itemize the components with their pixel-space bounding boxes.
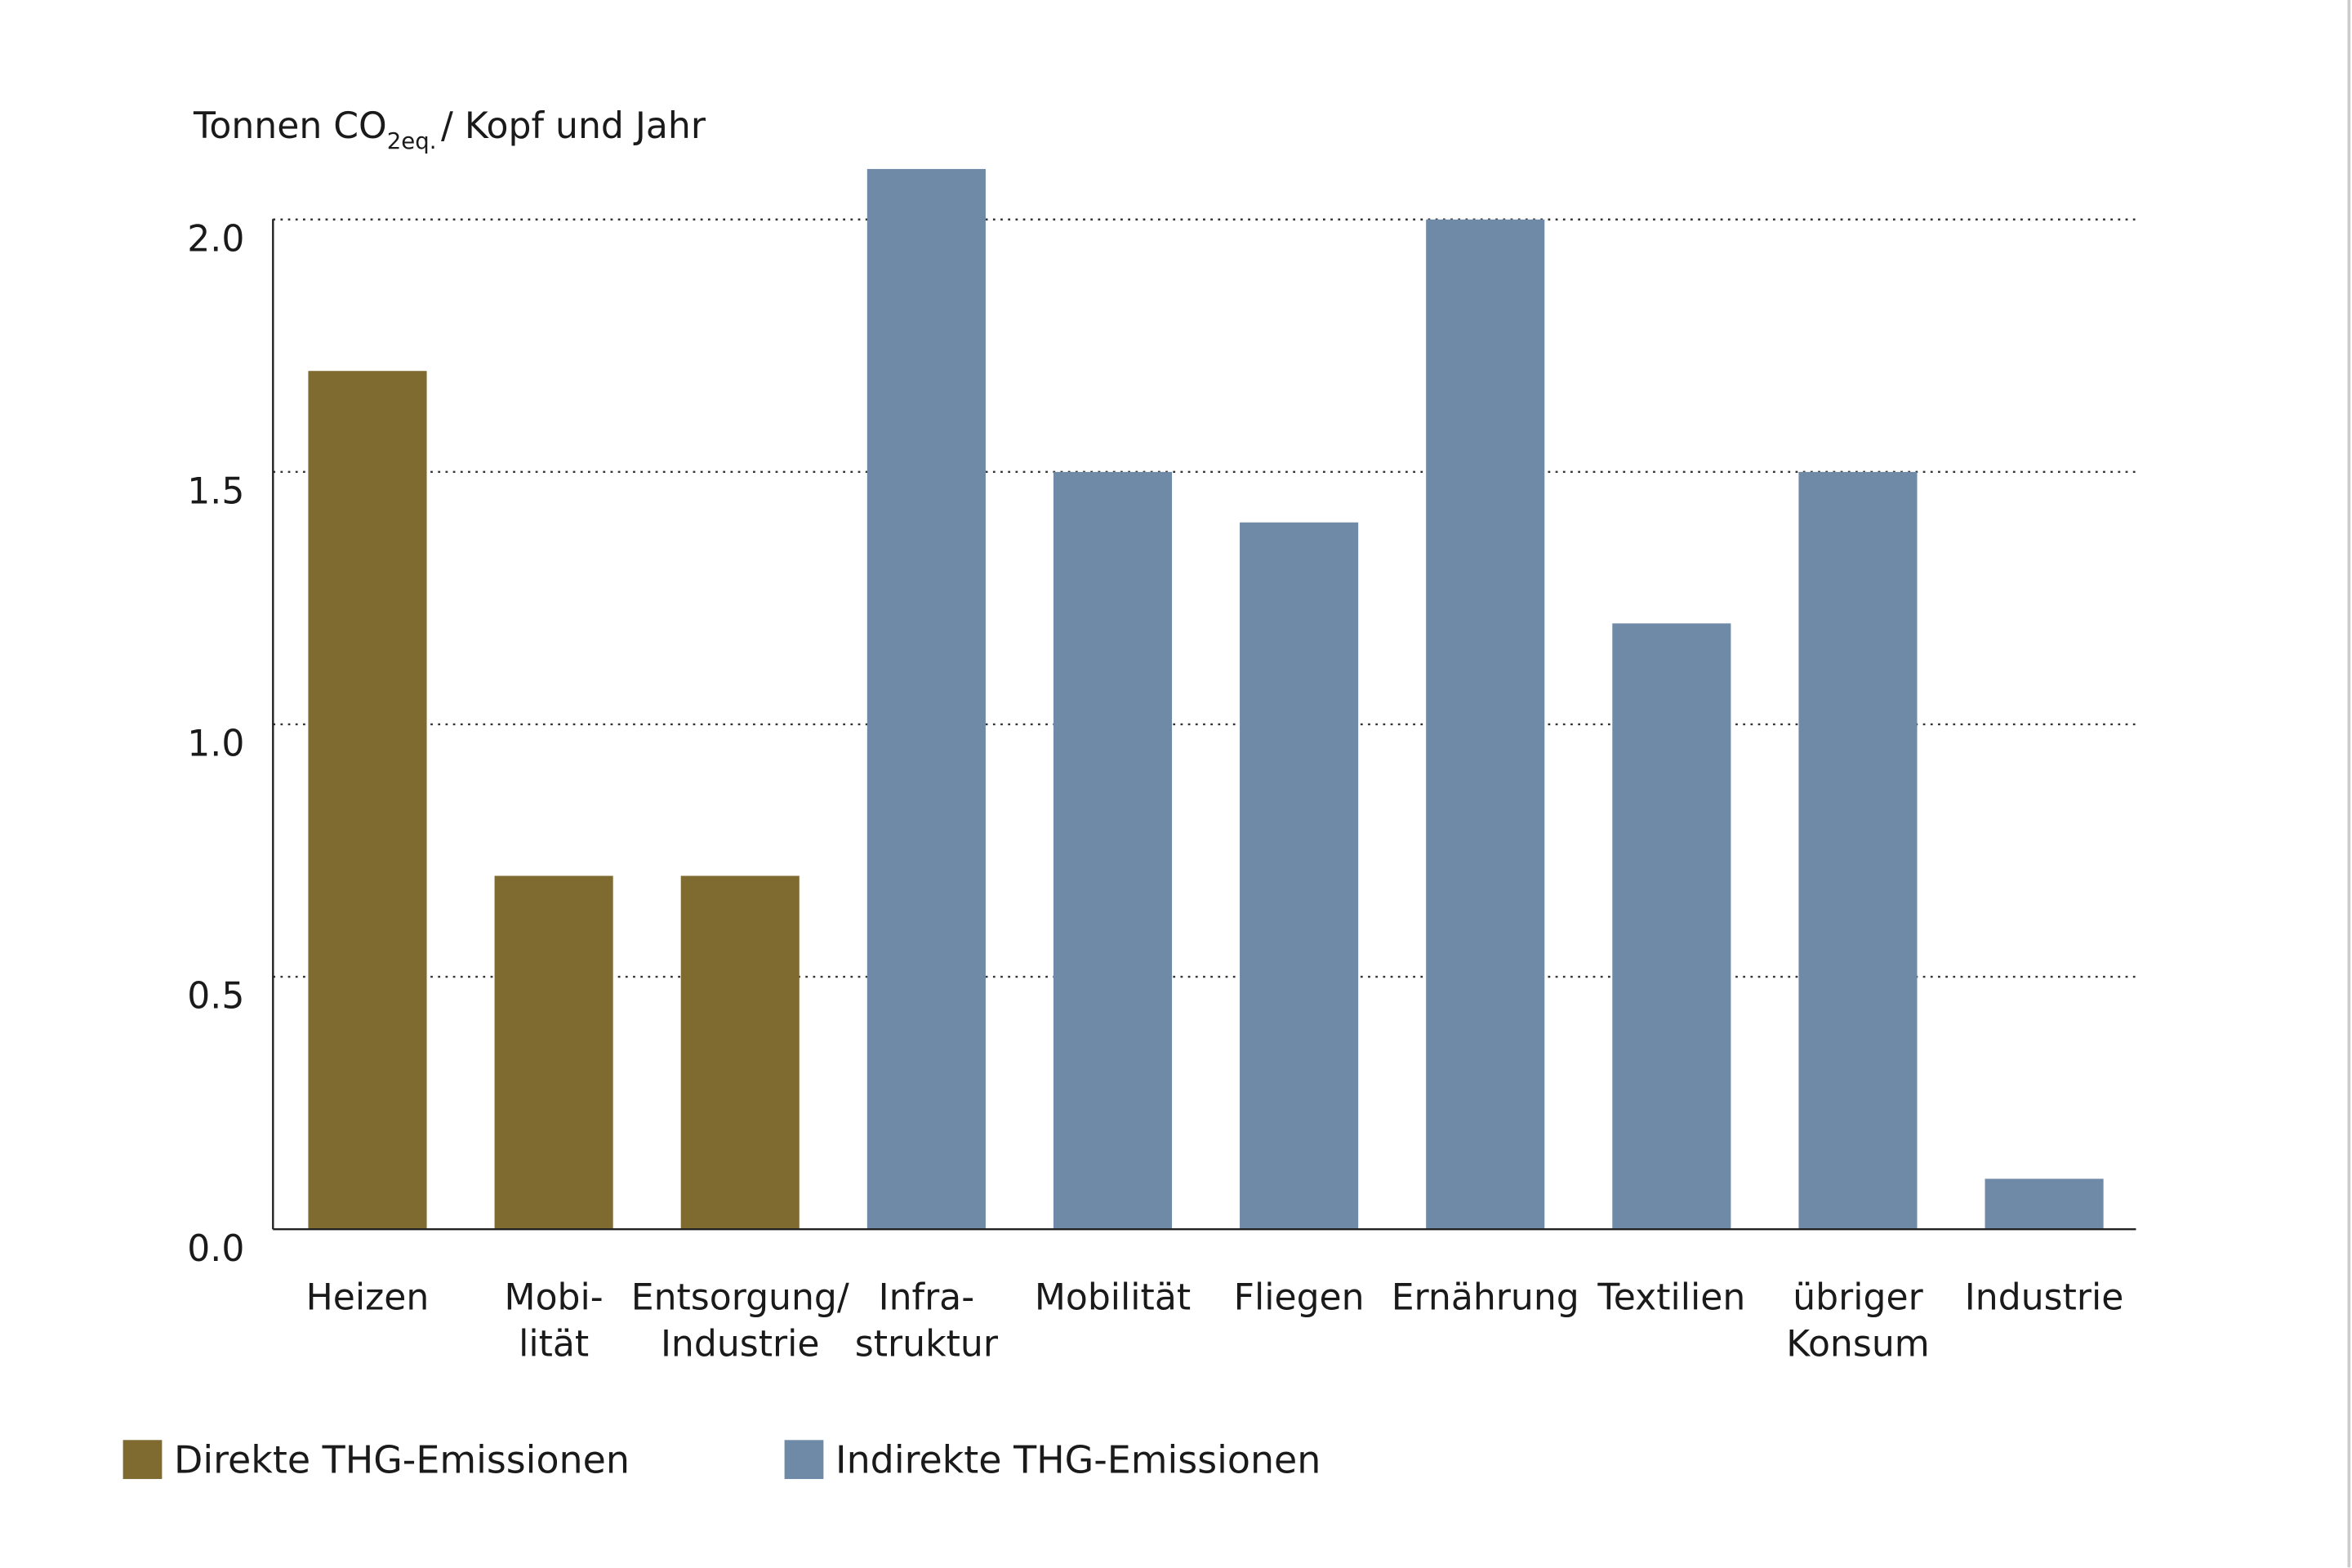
x-tick-labels: Heizen Mobi-lität Entsorgung/Industrie Infr…	[306, 1277, 2124, 1365]
bar	[1053, 471, 1173, 1230]
bar	[1612, 623, 1731, 1230]
x-tick-label: Industrie	[1965, 1277, 2124, 1319]
x-tick-label: Ernährung	[1392, 1277, 1579, 1319]
y-tick-label: 2.0	[187, 218, 244, 260]
x-tick-label: Infra-	[879, 1277, 975, 1319]
x-tick-label: Textilien	[1597, 1277, 1745, 1319]
bars	[308, 168, 2104, 1230]
y-tick-label: 0.5	[187, 976, 244, 1018]
x-tick-label: Industrie	[661, 1323, 820, 1365]
bar	[1426, 219, 1545, 1230]
x-tick-label: übriger	[1793, 1277, 1923, 1319]
bar	[1798, 471, 1918, 1230]
x-tick-label: lität	[519, 1323, 589, 1365]
y-tick-label: 1.5	[187, 470, 244, 512]
x-tick-label: Mobi-	[505, 1277, 604, 1319]
bar	[680, 875, 800, 1230]
y-tick-label: 1.0	[187, 724, 244, 765]
bar	[1240, 522, 1359, 1230]
bar	[308, 371, 427, 1230]
legend-swatch-direct	[122, 1440, 163, 1480]
x-tick-label: Mobilität	[1035, 1277, 1191, 1319]
x-tick-label: Entsorgung/	[631, 1277, 849, 1319]
y-axis-label: Tonnen CO2eq. / Kopf und Jahr	[193, 105, 706, 154]
legend-label-direct: Direkte THG-Emissionen	[174, 1438, 630, 1482]
bar	[1984, 1178, 2104, 1230]
x-tick-label: Konsum	[1786, 1323, 1929, 1365]
y-tick-labels: 0.0 0.5 1.0 1.5 2.0	[187, 218, 244, 1269]
y-tick-label: 0.0	[187, 1228, 244, 1270]
legend-label-indirect: Indirekte THG-Emissionen	[835, 1438, 1321, 1482]
x-tick-label: Fliegen	[1234, 1277, 1365, 1319]
x-tick-label: Heizen	[306, 1277, 430, 1319]
legend: Direkte THG-Emissionen Indirekte THG-Emi…	[122, 1438, 1321, 1482]
x-tick-label: struktur	[855, 1323, 999, 1365]
bar	[494, 875, 613, 1230]
legend-swatch-indirect	[784, 1440, 824, 1480]
bar	[866, 168, 986, 1230]
